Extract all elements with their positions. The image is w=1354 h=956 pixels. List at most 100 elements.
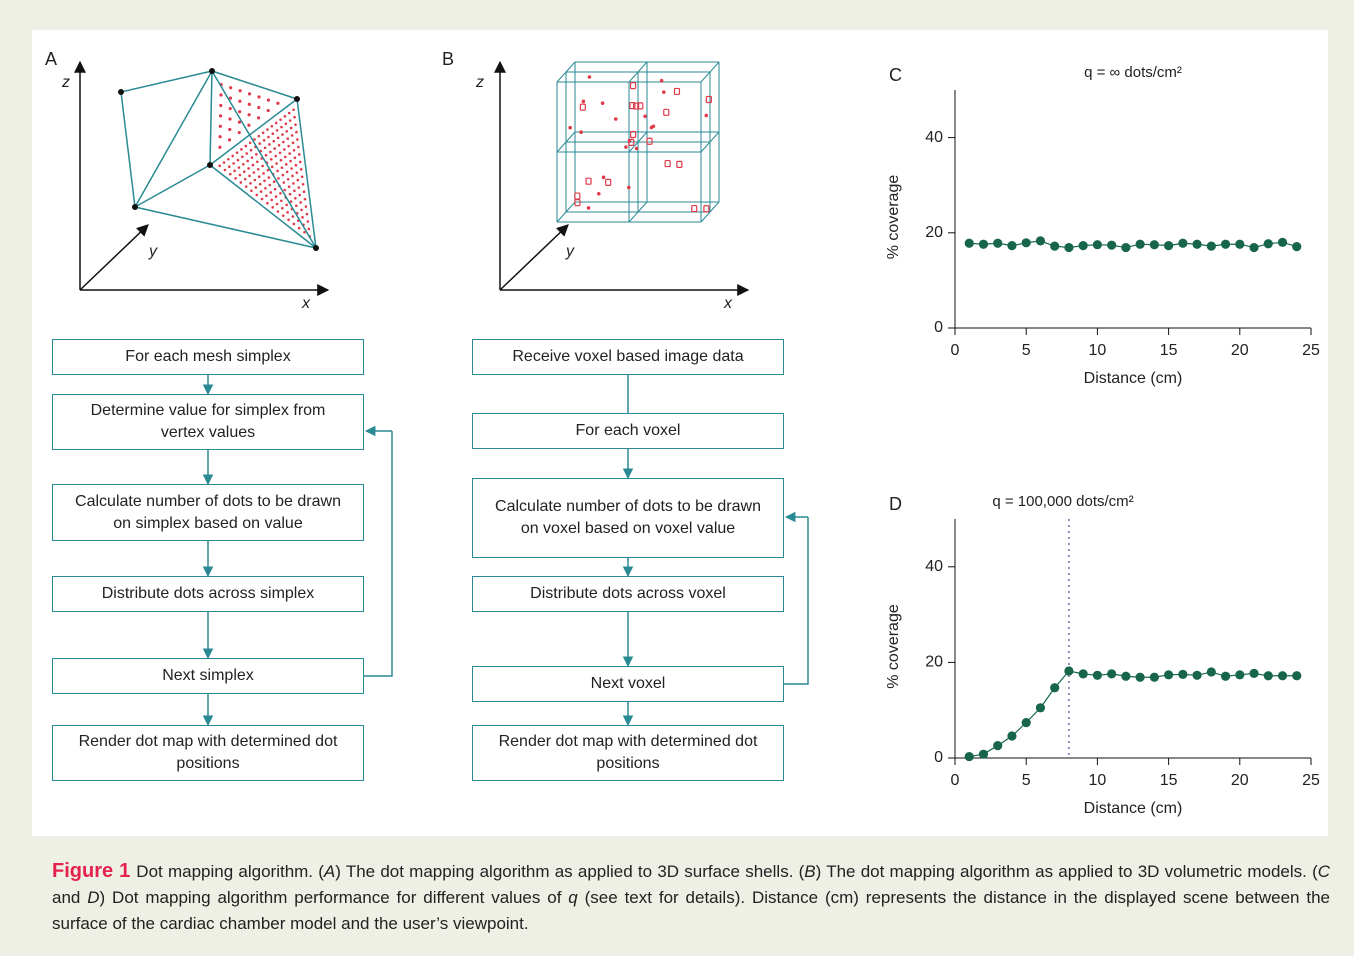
caption-text: D	[87, 888, 99, 907]
dot	[274, 188, 277, 191]
dot	[293, 116, 296, 119]
data-point	[1079, 669, 1088, 678]
dot	[234, 177, 237, 180]
data-point	[965, 752, 974, 761]
dot	[258, 142, 261, 145]
dot	[284, 115, 287, 118]
data-point	[1164, 670, 1173, 679]
dot	[281, 133, 284, 136]
data-point	[1136, 673, 1145, 682]
dot	[227, 158, 230, 161]
data-point	[1278, 671, 1287, 680]
x-tick-label: 20	[1231, 772, 1249, 789]
dot	[247, 124, 250, 127]
flow-step: Distribute dots across simplex	[52, 576, 364, 612]
series-line	[969, 671, 1297, 757]
dot	[298, 194, 301, 197]
dot	[218, 146, 221, 149]
dot	[257, 106, 260, 109]
data-point	[1292, 671, 1301, 680]
dot	[238, 131, 241, 134]
data-point	[1036, 236, 1045, 245]
voxel-dot	[588, 75, 592, 79]
dot	[298, 227, 301, 230]
dot	[260, 190, 263, 193]
voxel-dot	[602, 176, 606, 180]
dot	[255, 194, 258, 197]
caption-text: q	[568, 888, 577, 907]
voxel-dot	[586, 178, 591, 184]
y-tick-label: 40	[925, 129, 943, 146]
data-point	[1264, 239, 1273, 248]
dot	[245, 152, 248, 155]
dot	[279, 151, 282, 154]
dot	[280, 199, 283, 202]
dot	[299, 161, 302, 164]
caption: Figure 1Dot mapping algorithm. (A) The d…	[52, 858, 1330, 937]
flow-step: Receive voxel based image data	[472, 339, 784, 375]
dot	[224, 169, 227, 172]
dot	[253, 171, 256, 174]
data-point	[1121, 243, 1130, 252]
dot	[303, 190, 306, 193]
data-point	[1192, 240, 1201, 249]
dot	[241, 156, 244, 159]
chart-title: q = 100,000 dots/cm²	[992, 493, 1133, 510]
voxel-dot	[582, 100, 586, 104]
data-point	[1022, 238, 1031, 247]
flow-step: Next voxel	[472, 666, 784, 702]
voxel-dot	[631, 83, 636, 89]
voxel-dot	[643, 114, 647, 118]
data-point	[1249, 243, 1258, 252]
axis-label: y	[148, 243, 158, 260]
dot	[272, 132, 275, 135]
dot	[292, 142, 295, 145]
dot	[263, 139, 266, 142]
dot	[248, 113, 251, 116]
dot	[259, 183, 262, 186]
dot	[276, 203, 279, 206]
x-axis-label: Distance (cm)	[1084, 370, 1183, 387]
axis-label: z	[61, 74, 70, 91]
dot	[292, 108, 295, 111]
dot	[271, 166, 274, 169]
caption-text: ) Dot mapping algorithm performance for …	[100, 888, 569, 907]
caption-text: ) The dot mapping algorithm as applied t…	[335, 862, 804, 881]
y-tick-label: 0	[934, 749, 943, 766]
axis	[500, 225, 568, 290]
dot	[289, 119, 292, 122]
dot	[233, 170, 236, 173]
mesh-edge	[135, 71, 212, 207]
dot	[294, 123, 297, 126]
data-point	[1221, 672, 1230, 681]
x-axis-label: Distance (cm)	[1084, 800, 1183, 817]
dot	[275, 122, 278, 125]
dot	[306, 213, 309, 216]
dot	[300, 168, 303, 171]
dot	[282, 141, 285, 144]
flow-step: Distribute dots across voxel	[472, 576, 784, 612]
dot	[229, 173, 232, 176]
panel-label: A	[45, 49, 57, 69]
flow-step: Calculate number of dots to be drawn on …	[52, 484, 364, 541]
dot	[240, 148, 243, 151]
dot	[249, 182, 252, 185]
voxel-dot	[660, 79, 664, 83]
voxel-dot	[587, 206, 591, 210]
dot	[288, 185, 291, 188]
dot	[304, 198, 307, 201]
dot	[296, 171, 299, 174]
dot	[240, 181, 243, 184]
x-tick-label: 15	[1160, 772, 1178, 789]
data-point	[1064, 243, 1073, 252]
data-point	[1050, 683, 1059, 692]
data-point	[1178, 239, 1187, 248]
x-tick-label: 10	[1089, 342, 1107, 359]
dot	[257, 116, 260, 119]
data-point	[1121, 672, 1130, 681]
dot	[267, 99, 270, 102]
dot	[219, 104, 222, 107]
vertex	[313, 245, 319, 251]
dot	[273, 147, 276, 150]
dot	[219, 135, 222, 138]
